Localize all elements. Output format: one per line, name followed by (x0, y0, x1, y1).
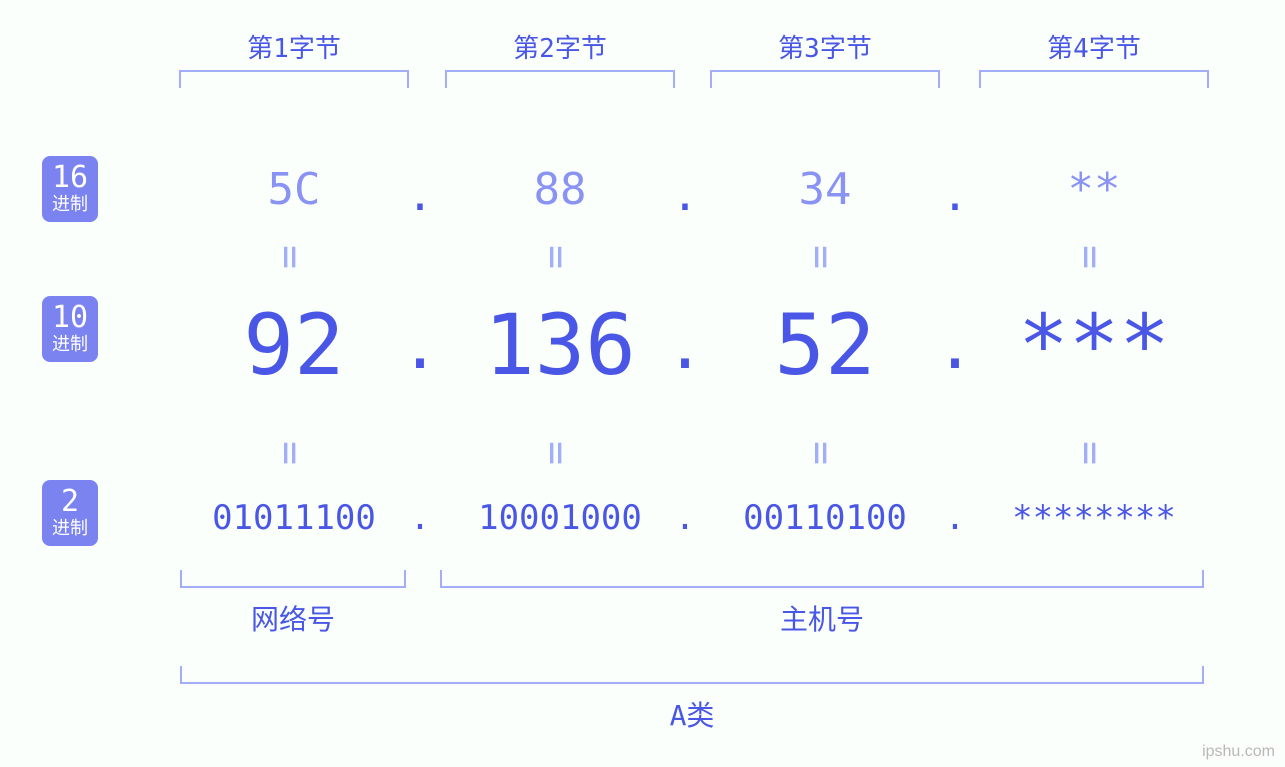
byte-label-1: 第1字节 (244, 28, 344, 65)
bin-2: 10001000 (435, 498, 685, 538)
eq-1-1: = (267, 245, 313, 269)
net-bracket (180, 570, 406, 588)
dec-3: 52 (710, 296, 940, 394)
class-label: A类 (180, 694, 1204, 734)
hex-dot-1: . (400, 170, 440, 221)
badge-hex-num: 16 (42, 162, 98, 194)
byte-label-3: 第3字节 (775, 28, 875, 65)
top-bracket-1 (179, 70, 409, 88)
hex-1: 5C (179, 164, 409, 215)
dec-1: 92 (179, 296, 409, 394)
badge-hex-sub: 进制 (42, 196, 98, 215)
dec-dot-2: . (660, 310, 710, 384)
bin-dot-2: . (670, 498, 700, 538)
eq-1-2: = (533, 245, 579, 269)
eq-1-3: = (798, 245, 844, 269)
eq-2-2: = (533, 441, 579, 465)
bin-3: 00110100 (700, 498, 950, 538)
badge-dec-sub: 进制 (42, 336, 98, 355)
bin-dot-1: . (405, 498, 435, 538)
bin-4: ******** (969, 498, 1219, 538)
host-bracket (440, 570, 1204, 588)
hex-3: 34 (710, 164, 940, 215)
dec-4: *** (979, 296, 1209, 394)
bin-1: 01011100 (169, 498, 419, 538)
top-bracket-2 (445, 70, 675, 88)
badge-dec: 10 进制 (42, 296, 98, 362)
hex-dot-2: . (665, 170, 705, 221)
dec-2: 136 (445, 296, 675, 394)
badge-bin-num: 2 (42, 486, 98, 518)
bin-dot-3: . (940, 498, 970, 538)
dec-dot-3: . (930, 310, 980, 384)
top-bracket-3 (710, 70, 940, 88)
top-bracket-4 (979, 70, 1209, 88)
badge-hex: 16 进制 (42, 156, 98, 222)
byte-label-4: 第4字节 (1044, 28, 1144, 65)
badge-bin: 2 进制 (42, 480, 98, 546)
hex-2: 88 (445, 164, 675, 215)
dec-dot-1: . (395, 310, 445, 384)
eq-2-1: = (267, 441, 313, 465)
net-label: 网络号 (180, 598, 406, 638)
watermark: ipshu.com (1202, 743, 1275, 761)
eq-2-3: = (798, 441, 844, 465)
class-bracket (180, 666, 1204, 684)
eq-2-4: = (1067, 441, 1113, 465)
badge-dec-num: 10 (42, 302, 98, 334)
byte-label-2: 第2字节 (510, 28, 610, 65)
hex-dot-3: . (935, 170, 975, 221)
badge-bin-sub: 进制 (42, 520, 98, 539)
host-label: 主机号 (440, 598, 1204, 638)
hex-4: ** (979, 164, 1209, 215)
eq-1-4: = (1067, 245, 1113, 269)
